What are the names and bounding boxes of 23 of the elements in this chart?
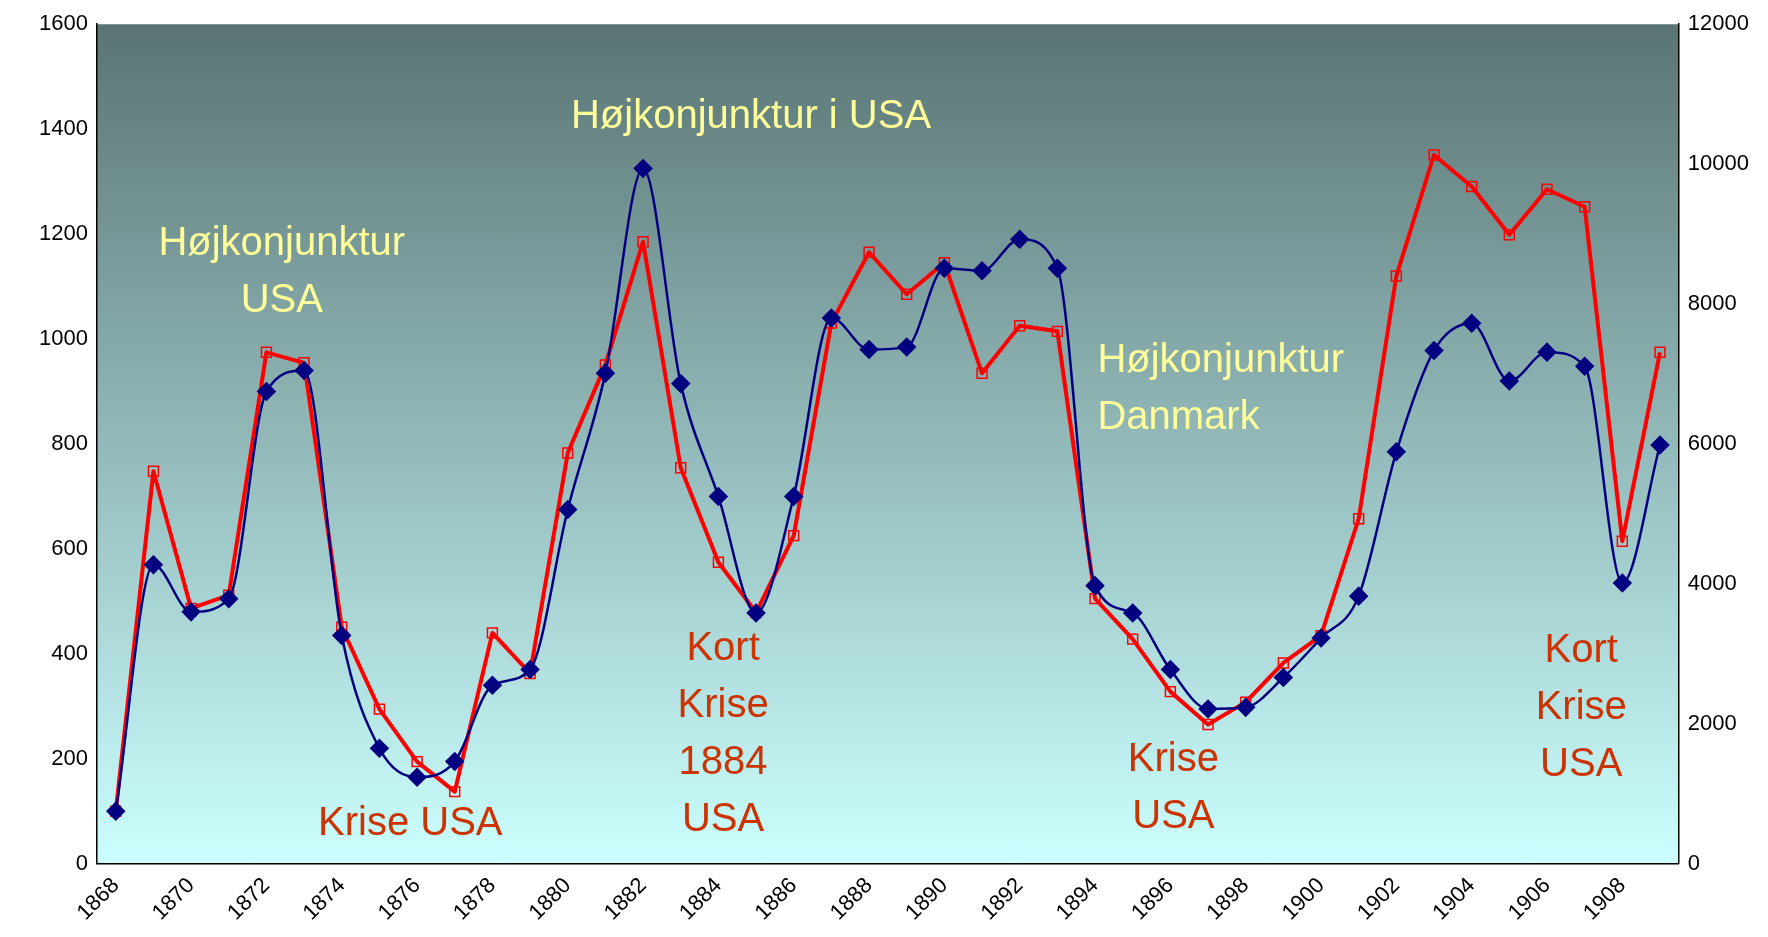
y-tick-label: 1200: [38, 220, 88, 246]
y2-tick-label: 6000: [1687, 430, 1737, 456]
y2-tick-label: 2000: [1687, 709, 1737, 735]
y2-tick-label: 8000: [1687, 290, 1737, 316]
annotation: Krise USA: [317, 798, 503, 843]
y2-tick-label: 4000: [1687, 569, 1737, 595]
annotation: Højkonjunktur i USA: [570, 91, 932, 136]
annotation: Kort Krise USA: [1535, 625, 1627, 784]
y-tick-label: 1400: [38, 115, 88, 141]
y-tick-label: 0: [75, 849, 88, 875]
y2-tick-label: 10000: [1687, 150, 1750, 176]
y2-tick-label: 12000: [1687, 10, 1750, 36]
annotation: Krise USA: [1127, 734, 1219, 836]
y-tick-label: 200: [51, 744, 88, 770]
annotation: Højkonjunktur USA: [158, 219, 406, 321]
y-tick-label: 600: [51, 534, 88, 560]
y2-tick-label: 0: [1687, 849, 1701, 875]
annotation: Kort Krise 1884 USA: [677, 623, 769, 839]
y-tick-label: 400: [51, 639, 88, 665]
y-tick-label: 800: [51, 430, 88, 456]
annotation: Højkonjunktur Danmark: [1097, 335, 1345, 437]
y-tick-label: 1000: [38, 325, 88, 351]
y-tick-label: 1600: [38, 10, 88, 36]
